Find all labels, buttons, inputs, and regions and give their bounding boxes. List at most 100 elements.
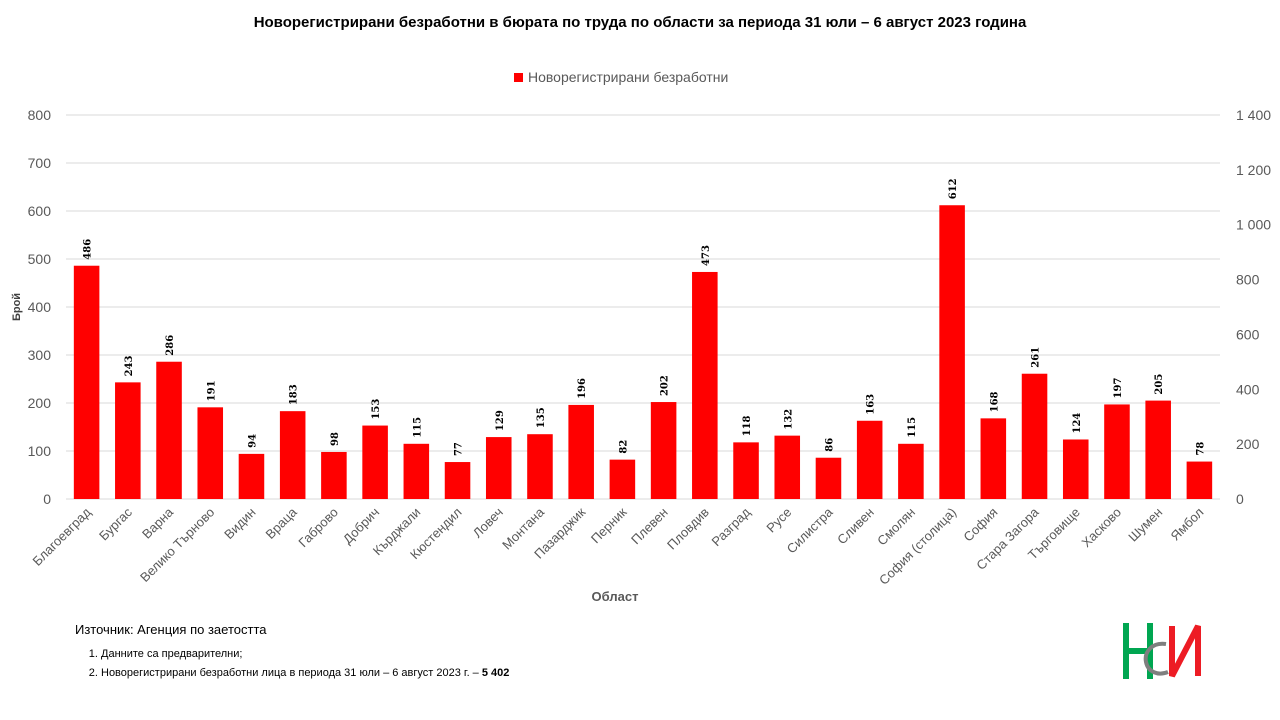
data-label: 118 — [742, 415, 753, 436]
data-label: 286 — [165, 335, 176, 356]
data-label: 86 — [824, 438, 835, 452]
bar — [815, 457, 842, 499]
data-label: 163 — [866, 394, 877, 415]
y-tick-label: 400 — [28, 299, 52, 315]
bar — [568, 404, 594, 499]
bar — [939, 205, 965, 500]
y-tick-label: 700 — [28, 155, 52, 171]
y2-axis-ticks: 0 200 400 600 800 1 000 1 200 1 400 — [1236, 107, 1271, 507]
x-tick-label: Хасково — [1078, 505, 1124, 551]
note-item: Данните са предварителни; — [101, 645, 509, 664]
bar — [980, 418, 1007, 499]
bar — [898, 443, 924, 499]
bar — [527, 434, 553, 499]
y2-tick-label: 1 200 — [1236, 162, 1271, 178]
bar — [362, 425, 388, 499]
legend-label: Новорегистрирани безработни — [528, 69, 728, 85]
y-tick-label: 800 — [28, 107, 52, 123]
x-tick-label: Варна — [139, 504, 177, 542]
bar — [692, 271, 718, 499]
data-label: 191 — [206, 380, 217, 401]
data-label: 243 — [124, 355, 135, 376]
gridlines — [66, 114, 1220, 500]
legend: Новорегистрирани безработни — [514, 69, 728, 85]
bar — [650, 402, 677, 499]
y-tick-label: 200 — [28, 395, 52, 411]
data-label: 115 — [412, 417, 423, 438]
data-label: 77 — [454, 442, 465, 456]
x-tick-label: Видин — [221, 505, 258, 542]
x-tick-label: Перник — [588, 504, 630, 546]
y2-tick-label: 1 400 — [1236, 107, 1271, 123]
bars — [73, 205, 1213, 500]
y-tick-label: 600 — [28, 203, 52, 219]
footer: Източник: Агенция по заетостта Данните с… — [75, 622, 509, 683]
y2-tick-label: 0 — [1236, 491, 1244, 507]
bar — [1062, 439, 1089, 499]
bar — [485, 437, 512, 499]
data-label: 168 — [989, 391, 1000, 412]
data-label: 197 — [1113, 378, 1124, 399]
bar — [321, 451, 347, 499]
x-axis-label: Област — [592, 589, 639, 604]
x-tick-label: Велико Търново — [137, 505, 217, 585]
y-tick-label: 300 — [28, 347, 52, 363]
bar — [1186, 461, 1213, 499]
bar — [1104, 404, 1130, 499]
data-label: 202 — [660, 375, 671, 396]
data-label: 78 — [1195, 442, 1206, 456]
notes-list: Данните са предварителни; Новорегистрира… — [75, 645, 509, 683]
bar — [733, 442, 759, 499]
data-label: 612 — [948, 178, 959, 199]
data-label: 473 — [701, 245, 712, 266]
bar — [197, 407, 224, 499]
bar — [609, 459, 636, 499]
data-labels: 486 243 286 191 94 183 98 153 115 77 129 135 196 82 20… — [83, 178, 1207, 456]
bar — [1145, 400, 1171, 499]
x-tick-label: Силистра — [784, 504, 836, 556]
source-text: Източник: Агенция по заетостта — [75, 622, 267, 637]
bar — [774, 435, 801, 499]
y-tick-label: 100 — [28, 443, 52, 459]
data-label: 132 — [783, 409, 794, 430]
x-tick-label: Благоевград — [30, 504, 95, 569]
bar — [115, 382, 141, 499]
y-axis-label: Брой — [11, 293, 23, 321]
x-tick-label: София (столица) — [876, 505, 959, 588]
data-label: 205 — [1154, 374, 1165, 395]
data-label: 135 — [536, 407, 547, 428]
x-tick-label: Русе — [763, 505, 794, 536]
x-tick-label: Шумен — [1125, 505, 1165, 545]
data-label: 153 — [371, 399, 382, 420]
y2-tick-label: 600 — [1236, 326, 1260, 342]
x-tick-label: Ловеч — [470, 505, 506, 541]
y-axis-ticks: 0 100 200 300 400 500 600 700 800 — [28, 107, 52, 507]
y-tick-label: 0 — [43, 491, 51, 507]
x-tick-label: Габрово — [295, 505, 341, 551]
ncpi-logo-icon — [1123, 623, 1201, 679]
data-label: 486 — [83, 239, 94, 260]
x-tick-label: Бургас — [96, 504, 135, 543]
bar — [73, 265, 100, 499]
bar — [403, 443, 430, 499]
y2-tick-label: 200 — [1236, 436, 1260, 452]
x-tick-label: София — [960, 505, 1000, 545]
data-label: 115 — [907, 417, 918, 438]
bar — [238, 453, 265, 499]
y-tick-label: 500 — [28, 251, 52, 267]
data-label: 183 — [289, 384, 300, 405]
x-tick-label: Ямбол — [1168, 505, 1207, 544]
x-tick-label: Враца — [262, 504, 300, 542]
data-label: 82 — [618, 440, 629, 454]
data-label: 124 — [1072, 413, 1083, 434]
note-text: Данните са предварителни; — [101, 648, 243, 660]
note-total-value: 5 402 — [481, 667, 510, 679]
bar — [156, 361, 182, 499]
legend-swatch — [514, 73, 523, 82]
chart-title: Новорегистрирани безработни в бюрата по … — [254, 14, 1027, 31]
y2-tick-label: 1 000 — [1236, 217, 1271, 233]
data-label: 261 — [1031, 347, 1042, 368]
y2-tick-label: 400 — [1236, 381, 1260, 397]
